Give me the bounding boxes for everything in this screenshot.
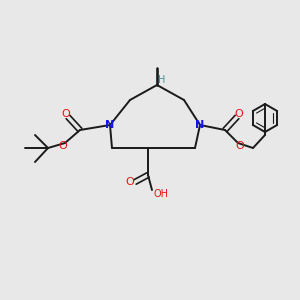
Text: O: O (61, 109, 70, 119)
Text: O: O (236, 141, 244, 151)
Text: O: O (58, 141, 68, 151)
Text: N: N (105, 120, 115, 130)
Text: H: H (158, 75, 166, 85)
Text: O: O (235, 109, 243, 119)
Text: OH: OH (154, 189, 169, 199)
Text: N: N (195, 120, 205, 130)
Text: O: O (126, 177, 134, 187)
